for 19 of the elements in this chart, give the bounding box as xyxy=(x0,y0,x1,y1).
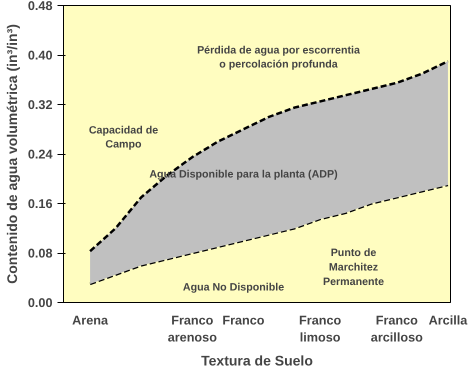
y-tick-label: 0.24 xyxy=(28,148,53,162)
y-tick-label: 0.48 xyxy=(28,0,53,13)
y-tick-label: 0.32 xyxy=(28,98,53,112)
annotation: Agua No Disponible xyxy=(182,282,284,294)
annotation: Capacidad de Campo xyxy=(88,124,158,151)
annotation: Pérdida de agua por escorrentia o percolación profunda xyxy=(197,44,360,71)
x-tick-label: Franco arenoso xyxy=(168,314,218,344)
y-tick-label: 0.40 xyxy=(28,48,53,62)
y-tick-label: 0.08 xyxy=(28,246,53,260)
x-tick-label: Franco xyxy=(222,314,265,328)
x-tick-label: Arcilla xyxy=(428,314,468,328)
x-tick-label: Franco arcilloso xyxy=(370,314,424,344)
x-axis-title: Textura de Suelo xyxy=(201,352,313,368)
y-axis-title: Contenido de agua volumétrica (in³/in³) xyxy=(4,24,20,284)
y-tick-label: 0.16 xyxy=(28,197,53,211)
annotation: Punto de Marchitez Permanente xyxy=(323,247,384,288)
x-tick-label: Arena xyxy=(72,314,109,328)
y-tick-label: 0.00 xyxy=(28,296,53,310)
x-tick-label: Franco limoso xyxy=(299,314,342,344)
